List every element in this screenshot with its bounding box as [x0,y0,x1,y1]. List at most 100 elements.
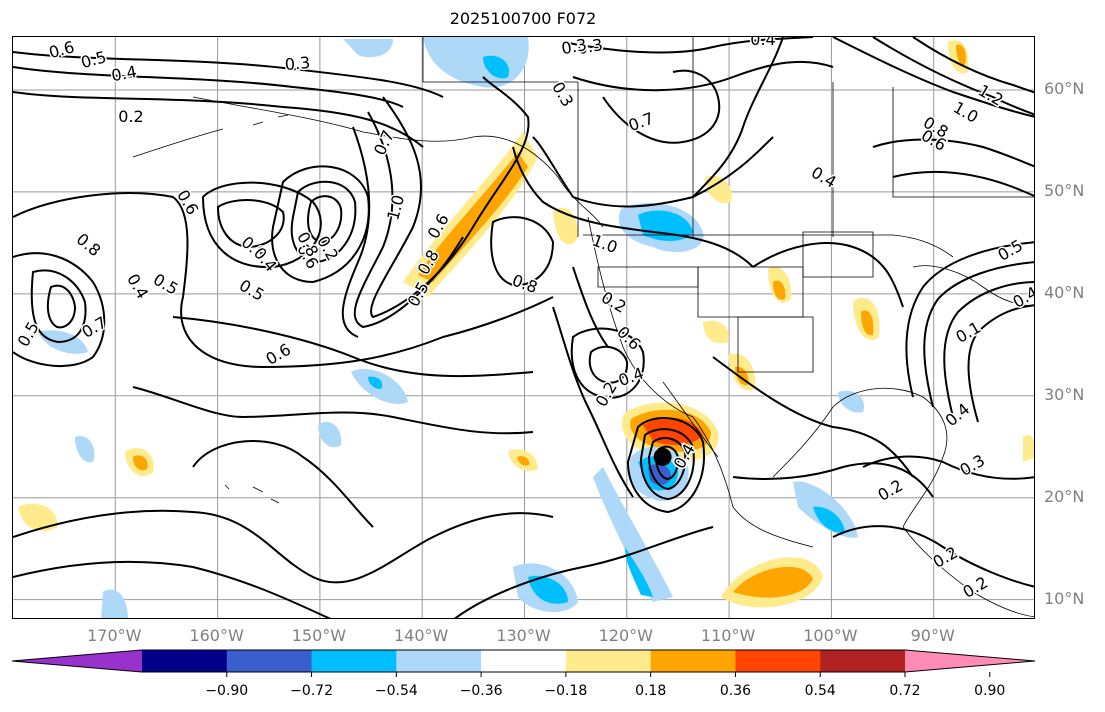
lon-label: 90°W [910,626,955,645]
lon-label: 150°W [291,626,347,645]
contour-plains-1 [692,37,784,198]
contour-east-trough-1 [905,241,1034,398]
contour-label: 0.2 [959,573,991,602]
contour-low2-mid [290,180,357,264]
colorbar-segment [481,650,567,672]
contours [13,37,1034,618]
lon-label: 100°W [803,626,858,645]
state-box-3 [737,316,814,373]
contour-top-center2 [572,60,834,92]
state-box-4 [802,231,874,278]
contour-ne-5 [892,170,1034,197]
lon-label: 120°W [598,626,653,645]
contour-west-low-inner [46,284,77,329]
contour-label: 0.7 [370,127,398,158]
lon-label: 110°W [700,626,756,645]
contour-top-center [562,37,814,54]
storm-center-marker [653,447,672,466]
contour-label: 0.6 [262,340,294,369]
contour-south-3 [454,526,714,618]
colorbar-outline [11,649,1036,673]
shade-orange-plains1 [773,280,786,300]
colorbar [11,649,1036,677]
shade-yellow-sw [703,320,729,344]
mexico-gulf [772,387,948,528]
shade-orange-plains2 [861,310,874,336]
contour-top-1 [13,51,444,98]
contour-label: 1.2 [975,81,1007,110]
contour-storm-1 [626,417,705,514]
contour-plains-2 [752,242,904,308]
contour-ridge-1 [370,76,530,319]
colorbar-segment [142,650,228,672]
contour-ridge-3 [341,126,371,338]
colorbar-tick-label: −0.72 [290,683,333,699]
contour-label: 0.5 [150,270,182,299]
shade-deepblue-streak [625,547,653,597]
contour-label: 0.2 [598,288,630,317]
colorbar-segment [311,650,397,672]
coastlines [132,37,1034,618]
contour-label: 0.3 [560,37,588,58]
contour-label: 0.6 [173,186,202,218]
contour-label: 0.3 [576,37,604,58]
contour-label: 0.5 [994,236,1026,265]
shade-yellow-yukon [705,175,732,204]
colorbar-tick-label: 0.36 [719,683,752,699]
contour-label: 0.5 [236,276,268,305]
contour-yukon-trough [602,69,721,144]
colorbar-tick-label: −0.18 [544,683,588,699]
contour-alaska-2 [512,146,754,268]
contour-low2-outer [271,165,370,284]
colorbar-extend-right [905,650,1035,672]
contour-hawaii-loop [192,440,374,528]
contour-east-trough-4 [967,304,1034,423]
lon-label: 140°W [394,626,449,645]
contour-label: 0.8 [73,229,105,260]
colorbar-tick-label: 0.72 [889,683,921,699]
contour-south-2 [13,560,332,618]
shade-orange-west [133,455,148,471]
contour-storm-2 [639,428,695,501]
contour-storm-3 [647,437,687,491]
shade-deepblue-south [528,575,568,604]
contour-low1-inner [216,199,285,249]
contour-label: 0.4 [750,37,775,49]
contour-east-trough-3 [943,281,1034,418]
shade-blue-gulf [838,390,864,413]
contour-low2-inner [307,195,343,244]
shade-orange-hi [517,456,530,466]
contour-label: 0.4 [1009,283,1035,312]
aleutians [132,114,289,158]
contour-alaska-1 [532,136,774,208]
contour-label: 0.7 [626,109,656,136]
contour-pacific-outer [13,192,554,369]
contour-west-low-mid [30,269,87,344]
west-coast [587,216,814,548]
central-america [902,526,1034,618]
lat-label: 60°N [1044,79,1085,98]
us-canada-border [583,234,954,258]
canada-lines [422,37,834,237]
contour-label: 0.1 [952,318,984,347]
contour-label: 0.4 [123,270,152,302]
contour-bc-low [490,216,555,287]
shading-layer [18,37,1034,618]
contour-low1-outer [201,181,322,269]
state-box-1 [597,266,699,288]
hudson [892,87,1034,198]
colorbar-tick-label: −0.54 [374,683,418,699]
lat-label: 20°N [1044,486,1085,506]
map-title: 2025100700 F072 [449,9,597,28]
contour-label: 0.8 [510,271,540,298]
contour-ne-3 [912,37,1034,94]
contour-south-1 [13,509,554,584]
contour-label: 0.4 [808,163,840,192]
lat-label: 50°N [1044,180,1085,200]
shade-deepblue-top [483,55,509,79]
alaska-coast [192,96,604,228]
contour-mid-pacific [172,316,534,378]
contour-ne-2 [872,37,1034,116]
contour-sub-low1 [570,327,645,399]
colorbar-segment [565,650,652,672]
